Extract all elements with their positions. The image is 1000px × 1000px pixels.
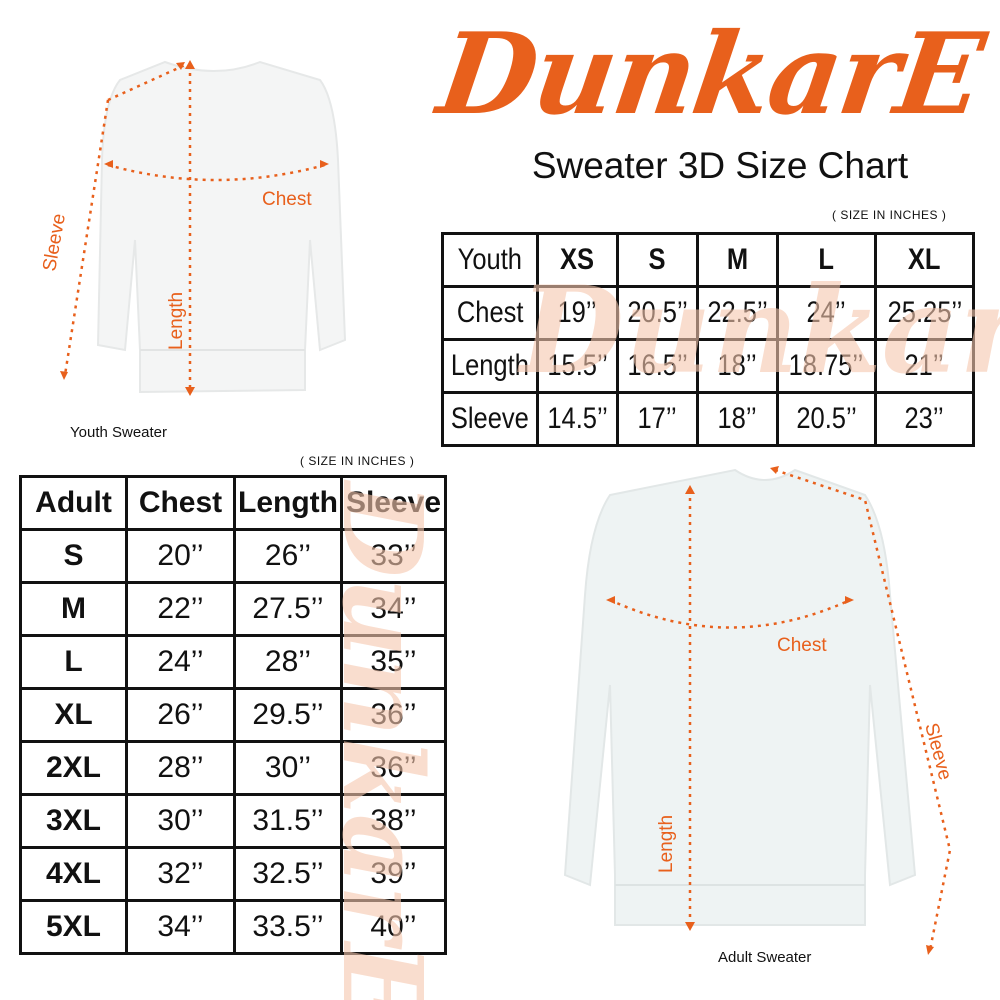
size-value: 18.75’’ — [789, 349, 864, 382]
size-value: 24’’ — [806, 296, 847, 329]
adult-header-cell: Adult — [35, 486, 112, 519]
youth-header-cell: Youth — [457, 243, 523, 276]
size-value: 33’’ — [370, 539, 417, 572]
size-value: 29.5’’ — [252, 698, 324, 731]
adult-header-cell: Sleeve — [345, 486, 442, 519]
adult-length-label: Length — [656, 815, 677, 873]
youth-header-cell: XS — [560, 243, 595, 276]
size-value: 31.5’’ — [252, 804, 324, 837]
size-value: 23’’ — [904, 402, 945, 435]
size-value: 33.5’’ — [252, 910, 324, 943]
adult-header-cell: Length — [238, 486, 338, 519]
size-value: 20.5’’ — [627, 296, 688, 329]
row-label: S — [63, 539, 84, 572]
size-value: 28’’ — [264, 645, 312, 678]
adult-table-row: S 20’’ 26’’ 33’’ — [19, 528, 447, 584]
size-value: 30’’ — [264, 751, 312, 784]
size-value: 20.5’’ — [796, 402, 857, 435]
size-value: 32’’ — [157, 857, 204, 890]
youth-header-row: Youth XS S M L XL — [441, 232, 976, 288]
row-label: XL — [54, 698, 93, 731]
adult-table-row: 3XL 30’’ 31.5’’ 38’’ — [19, 793, 447, 849]
adult-sweater-illustration: Chest Length Sleeve — [563, 466, 955, 955]
size-value: 15.5’’ — [547, 349, 608, 382]
youth-table-row: Length 15.5’’ 16.5’’ 18’’ 18.75’’ 21’’ — [441, 338, 976, 394]
size-value: 16.5’’ — [627, 349, 688, 382]
row-label: L — [64, 645, 83, 678]
adult-header-row: Adult Chest Length Sleeve — [19, 475, 447, 531]
adult-sweater-caption: Adult Sweater — [718, 949, 812, 966]
youth-table-row: Sleeve 14.5’’ 17’’ 18’’ 20.5’’ 23’’ — [441, 391, 976, 447]
youth-header-cell: XL — [908, 243, 941, 276]
row-label: 4XL — [45, 857, 102, 890]
size-value: 34’’ — [157, 910, 204, 943]
size-value: 36’’ — [370, 751, 417, 784]
adult-size-table: Adult Chest Length Sleeve S 20’’ 26’’ 33’’ M… — [19, 475, 447, 955]
adult-table-row: XL 26’’ 29.5’’ 36’’ — [19, 687, 447, 743]
row-label: M — [61, 592, 86, 625]
size-value: 18’’ — [717, 402, 757, 435]
adult-header-cell: Chest — [138, 486, 223, 519]
size-value: 30’’ — [157, 804, 204, 837]
youth-sweater-illustration: Chest Length Sleeve — [39, 60, 347, 396]
size-value: 39’’ — [370, 857, 417, 890]
size-value: 17’’ — [637, 402, 677, 435]
size-value: 18’’ — [717, 349, 757, 382]
adult-table-row: 2XL 28’’ 30’’ 36’’ — [19, 740, 447, 796]
size-value: 25.25’’ — [887, 296, 962, 329]
size-value: 32.5’’ — [252, 857, 324, 890]
size-value: 22.5’’ — [707, 296, 768, 329]
adult-chest-label: Chest — [777, 635, 827, 656]
youth-header-cell: S — [648, 243, 666, 276]
size-value: 38’’ — [370, 804, 417, 837]
size-value: 36’’ — [370, 698, 417, 731]
size-value: 27.5’’ — [252, 592, 324, 625]
size-value: 21’’ — [904, 349, 945, 382]
size-value: 24’’ — [157, 645, 204, 678]
size-value: 34’’ — [370, 592, 417, 625]
youth-size-table: Youth XS S M L XL Chest 19’’ 20.5’’ 22.5’’ 2… — [441, 232, 976, 447]
youth-sweater-caption: Youth Sweater — [70, 424, 168, 441]
row-label: 5XL — [45, 910, 102, 943]
row-label: 3XL — [45, 804, 102, 837]
row-label: Length — [450, 349, 529, 382]
size-value: 19’’ — [557, 296, 597, 329]
youth-header-cell: L — [818, 243, 835, 276]
adult-table-row: L 24’’ 28’’ 35’’ — [19, 634, 447, 690]
size-value: 40’’ — [370, 910, 417, 943]
adult-table-row: M 22’’ 27.5’’ 34’’ — [19, 581, 447, 637]
row-label: 2XL — [45, 751, 102, 784]
adult-table-row: 4XL 32’’ 32.5’’ 39’’ — [19, 846, 447, 902]
row-label: Sleeve — [450, 402, 529, 435]
youth-length-label: Length — [166, 292, 187, 350]
size-value: 14.5’’ — [547, 402, 608, 435]
adult-table-row: 5XL 34’’ 33.5’’ 40’’ — [19, 899, 447, 955]
youth-sleeve-label: Sleeve — [39, 212, 70, 273]
youth-chest-label: Chest — [262, 189, 312, 210]
youth-header-cell: M — [726, 243, 748, 276]
size-value: 35’’ — [370, 645, 417, 678]
adult-unit-note: ( SIZE IN INCHES ) — [300, 454, 415, 468]
size-value: 20’’ — [157, 539, 204, 572]
size-value: 26’’ — [264, 539, 312, 572]
page-title: Sweater 3D Size Chart — [531, 145, 909, 186]
youth-table-row: Chest 19’’ 20.5’’ 22.5’’ 24’’ 25.25’’ — [441, 285, 976, 341]
size-value: 22’’ — [157, 592, 204, 625]
size-value: 28’’ — [157, 751, 204, 784]
youth-unit-note: ( SIZE IN INCHES ) — [832, 208, 947, 222]
size-value: 26’’ — [157, 698, 204, 731]
row-label: Chest — [456, 296, 524, 329]
brand-logo: DunkarE — [430, 9, 990, 140]
